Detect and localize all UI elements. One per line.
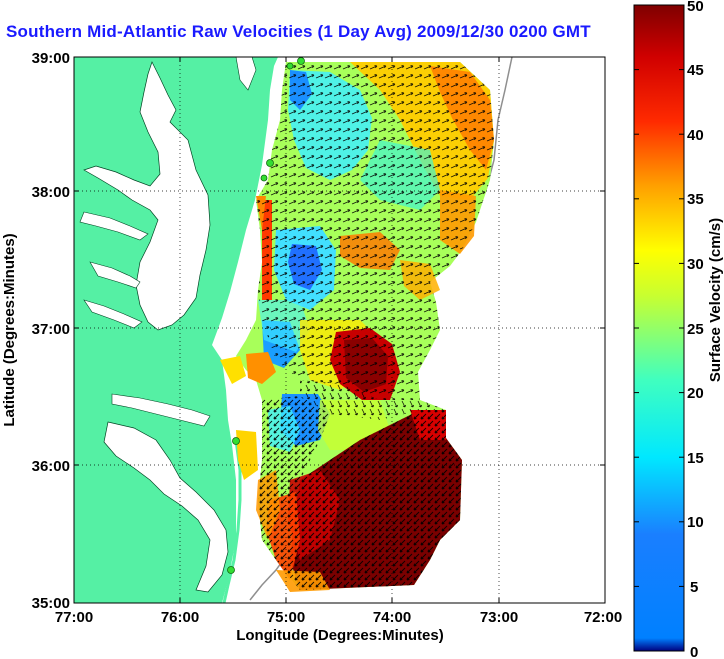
colorbar — [633, 4, 685, 652]
colorbar-tick-label: 25 — [687, 321, 704, 338]
colorbar-tick-label: 35 — [687, 191, 704, 208]
colorbar-tick-label: 10 — [687, 514, 704, 531]
x-tick-label: 74:00 — [373, 609, 411, 626]
colorbar-tick-label: 15 — [687, 450, 704, 467]
x-axis-label: Longitude (Degrees:Minutes) — [236, 627, 444, 644]
radar-stations — [227, 57, 305, 574]
x-tick-label: 77:00 — [55, 609, 93, 626]
x-tick-label: 73:00 — [480, 609, 518, 626]
colorbar-tick-label: 20 — [687, 385, 704, 402]
y-tick-label: 39:00 — [32, 50, 70, 67]
station-marker — [297, 57, 305, 65]
x-tick-label: 72:00 — [584, 609, 622, 626]
colorbar-tick-label: 40 — [687, 127, 704, 144]
x-tick-label: 76:00 — [161, 609, 199, 626]
colorbar-tick-label: 45 — [687, 62, 704, 79]
pamlico-sound — [103, 421, 229, 593]
velocity-vectors — [256, 62, 494, 590]
station-marker — [227, 566, 235, 574]
y-tick-label: 35:00 — [32, 595, 70, 612]
y-tick-label: 38:00 — [32, 184, 70, 201]
chesapeake-bay — [83, 61, 211, 331]
y-axis-label: Latitude (Degrees:Minutes) — [1, 233, 18, 426]
station-marker — [260, 174, 268, 182]
station-marker — [266, 159, 274, 167]
map-grid — [74, 57, 605, 603]
y-tick-label: 37:00 — [32, 321, 70, 338]
plot-frame — [73, 56, 606, 604]
station-marker — [286, 62, 294, 70]
colorbar-tick-label: 0 — [690, 644, 698, 659]
station-marker — [232, 437, 240, 445]
y-tick-label: 36:00 — [32, 458, 70, 475]
x-tick-label: 75:00 — [267, 609, 305, 626]
colorbar-tick-label: 50 — [687, 0, 704, 15]
colorbar-tick-label: 30 — [687, 256, 704, 273]
colorbar-tick-label: 5 — [690, 579, 698, 596]
map-title: Southern Mid-Atlantic Raw Velocities (1 … — [6, 22, 591, 41]
colorbar-label: Surface Velocity (cm/s) — [707, 218, 724, 382]
